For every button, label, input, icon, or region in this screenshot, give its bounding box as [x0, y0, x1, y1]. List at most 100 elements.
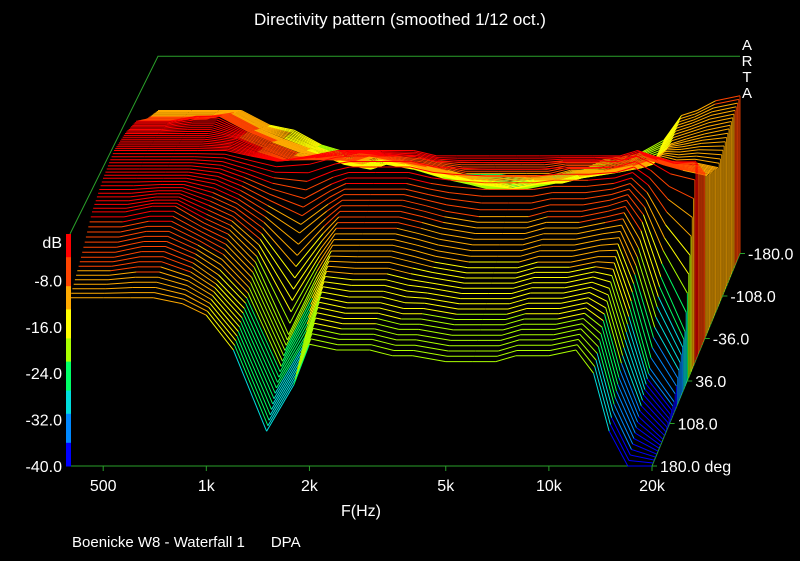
- waterfall-curve-segment: [370, 344, 395, 351]
- waterfall-curve-segment: [503, 176, 531, 179]
- waterfall-curve-segment: [169, 115, 197, 122]
- waterfall-curve-segment: [279, 139, 307, 151]
- waterfall-curve-segment: [215, 121, 245, 135]
- waterfall-curve-segment: [376, 157, 404, 164]
- waterfall-curve-segment: [604, 314, 621, 372]
- waterfall-curve-segment: [270, 142, 299, 154]
- waterfall-curve-segment: [623, 347, 643, 401]
- color-scale-cell: [66, 315, 71, 322]
- waterfall-curve-segment: [338, 160, 366, 167]
- waterfall-curve-segment: [446, 204, 481, 211]
- waterfall-curve-segment: [128, 196, 157, 202]
- waterfall-curve-segment: [632, 172, 649, 186]
- waterfall-curve-segment: [628, 460, 654, 464]
- waterfall-curve-segment: [681, 110, 698, 116]
- waterfall-curve-segment: [404, 302, 425, 304]
- waterfall-curve-segment: [675, 125, 692, 132]
- waterfall-curve-segment: [638, 416, 664, 440]
- waterfall-curve-segment: [112, 256, 141, 263]
- waterfall-curve-segment: [563, 286, 591, 294]
- waterfall-curve-segment: [237, 331, 272, 410]
- waterfall-curve-segment: [201, 231, 227, 245]
- waterfall-curve-segment: [441, 227, 476, 234]
- waterfall-curve-segment: [209, 303, 238, 337]
- waterfall-curve-segment: [549, 168, 570, 174]
- waterfall-curve-segment: [478, 182, 512, 189]
- waterfall-curve-segment: [642, 214, 663, 264]
- waterfall-curve-segment: [645, 157, 662, 164]
- waterfall-curve-segment: [656, 134, 675, 157]
- waterfall-curve-segment: [601, 162, 629, 168]
- waterfall-curve-segment: [505, 313, 526, 320]
- waterfall-curve-segment: [233, 142, 258, 152]
- waterfall-curve-segment: [205, 314, 234, 351]
- waterfall-curve-segment: [299, 210, 328, 234]
- waterfall-curve-segment: [660, 155, 677, 161]
- waterfall-curve-segment: [605, 218, 624, 223]
- waterfall-curve-segment: [328, 188, 346, 198]
- waterfall-curve-segment: [314, 153, 342, 158]
- waterfall-curve-segment: [579, 333, 598, 354]
- waterfall-curve-segment: [631, 449, 656, 458]
- waterfall-curve-segment: [123, 210, 152, 218]
- waterfall-curve-segment: [216, 179, 241, 191]
- waterfall-curve-segment: [241, 317, 276, 394]
- waterfall-curve-segment: [183, 184, 213, 193]
- waterfall-curve-segment: [622, 152, 641, 159]
- waterfall-curve-segment: [409, 279, 430, 284]
- waterfall-curve-segment: [596, 261, 615, 264]
- angle-tick-label: -36.0: [713, 332, 750, 349]
- waterfall-curve-segment: [232, 112, 262, 129]
- waterfall-curve-segment: [420, 159, 445, 167]
- waterfall-curve-segment: [258, 128, 284, 140]
- waterfall-curve-segment: [263, 222, 298, 256]
- waterfall-curve-segment: [295, 333, 313, 375]
- waterfall-curve-segment: [429, 168, 453, 175]
- waterfall-curve-segment: [613, 177, 632, 184]
- waterfall-curve-segment: [608, 288, 626, 341]
- waterfall-curve-segment: [330, 255, 358, 258]
- waterfall-curve-segment: [381, 296, 406, 304]
- waterfall-curve-segment: [651, 347, 677, 387]
- waterfall-curve-segment: [419, 323, 454, 331]
- waterfall-curve-segment: [629, 183, 647, 201]
- waterfall-curve-segment: [669, 141, 686, 146]
- waterfall-curve-segment: [225, 114, 255, 131]
- waterfall-curve-segment: [212, 192, 238, 204]
- waterfall-curve-segment: [710, 109, 736, 116]
- waterfall-curve-segment: [596, 353, 614, 412]
- waterfall-curve-segment: [416, 339, 450, 347]
- waterfall-curve-segment: [430, 277, 465, 284]
- waterfall-curve-segment: [210, 299, 239, 332]
- waterfall-curve-segment: [254, 129, 279, 141]
- waterfall-curve-segment: [117, 235, 146, 243]
- waterfall-curve-segment: [564, 281, 593, 289]
- waterfall-curve-segment: [641, 153, 658, 160]
- waterfall-curve-segment: [708, 117, 733, 124]
- waterfall-curve-segment: [607, 294, 625, 348]
- waterfall-curve-segment: [580, 328, 599, 348]
- waterfall-curve-segment: [430, 182, 451, 187]
- waterfall-curve-segment: [219, 168, 245, 178]
- waterfall-curve-segment: [407, 290, 428, 294]
- waterfall-curve-segment: [557, 312, 585, 320]
- waterfall-curve-segment: [559, 302, 588, 309]
- waterfall-curve-segment: [560, 297, 589, 304]
- waterfall-curve-segment: [207, 310, 236, 346]
- waterfall-curve-segment: [433, 266, 467, 274]
- waterfall-curve-segment: [598, 160, 627, 165]
- waterfall-curve-segment: [590, 286, 609, 296]
- waterfall-curve-segment: [280, 139, 309, 151]
- waterfall-curve-segment: [664, 151, 681, 153]
- waterfall-curve-segment: [437, 157, 458, 159]
- color-scale-cell: [66, 384, 71, 392]
- waterfall-curve-segment: [213, 187, 239, 200]
- waterfall-curve-segment: [580, 210, 608, 218]
- waterfall-curve-segment: [666, 211, 692, 237]
- waterfall-curve-segment: [311, 266, 329, 299]
- waterfall-curve-segment: [556, 174, 577, 181]
- waterfall-curve-segment: [234, 345, 269, 426]
- waterfall-curve-segment: [523, 233, 544, 240]
- waterfall-curve-segment: [282, 310, 311, 362]
- waterfall-curve-segment: [273, 352, 302, 399]
